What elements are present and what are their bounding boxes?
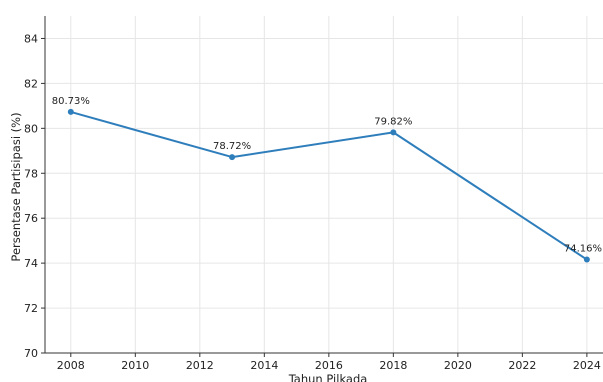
data-point: [229, 154, 236, 161]
y-axis-title: Persentase Partisipasi (%): [9, 112, 23, 261]
y-tick-label: 70: [24, 347, 38, 360]
x-tick-label: 2020: [444, 359, 472, 372]
grid: [45, 16, 603, 354]
x-tick-label: 2022: [508, 359, 536, 372]
y-tick-label: 78: [24, 167, 38, 180]
data-label: 74.16%: [564, 244, 602, 255]
x-tick-label: 2018: [379, 359, 407, 372]
series: [67, 108, 590, 263]
data-point: [67, 108, 74, 115]
x-axis-title: Tahun Pilkada: [288, 372, 368, 382]
y-tick-label: 76: [24, 212, 38, 225]
series-line: [70, 110, 588, 261]
y-tick-label: 72: [24, 302, 38, 315]
x-tick-label: 2024: [573, 359, 601, 372]
x-tick-label: 2012: [186, 359, 214, 372]
y-tick-label: 84: [24, 32, 38, 45]
y-tick-label: 74: [24, 257, 38, 270]
data-label: 79.82%: [374, 116, 412, 127]
x-tick-label: 2016: [315, 359, 343, 372]
axes: 70 72 74 76 78 80 82 84 2008 2010 2012 2014 2016 2018…: [24, 16, 603, 372]
x-tick-label: 2010: [121, 359, 149, 372]
data-label: 80.73%: [52, 96, 90, 107]
data-label: 78.72%: [213, 141, 251, 152]
x-tick-label: 2008: [57, 359, 85, 372]
data-point: [390, 129, 397, 136]
data-labels: 80.73% 78.72% 79.82% 74.16%: [52, 96, 602, 255]
data-point: [583, 256, 590, 263]
x-tick-label: 2014: [250, 359, 278, 372]
y-tick-label: 82: [24, 77, 38, 90]
y-tick-label: 80: [24, 122, 38, 135]
